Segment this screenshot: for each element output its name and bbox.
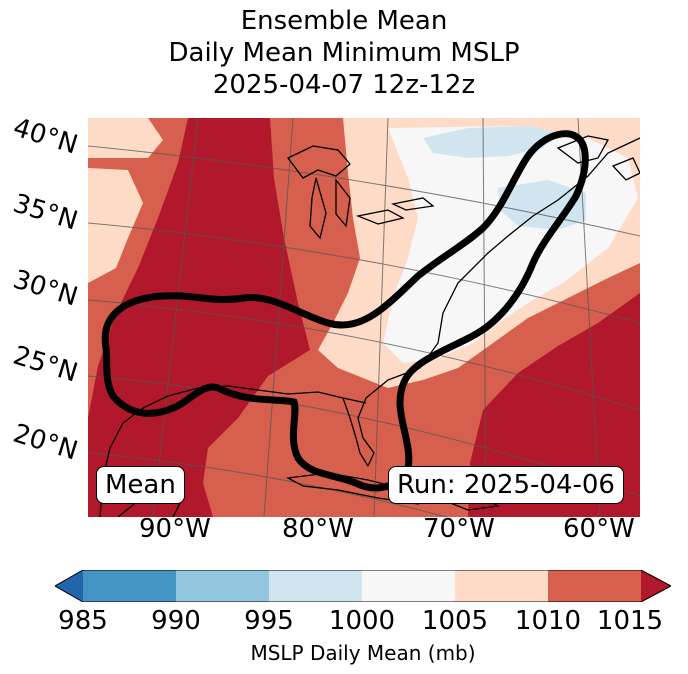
pressure-field-995-north xyxy=(423,126,558,158)
colorbar-bin-985-990 xyxy=(83,570,176,602)
lat-label-20: 20°N xyxy=(9,418,82,467)
lon-label-80w: 80°W xyxy=(282,514,354,544)
title-line-3: 2025-04-07 12z-12z xyxy=(212,70,476,100)
colorbar xyxy=(55,570,671,602)
colorbar-bin-995-1000 xyxy=(269,570,362,602)
colorbar-bin-1005-1010 xyxy=(455,570,548,602)
title-line-2: Daily Mean Minimum MSLP xyxy=(168,38,520,68)
pressure-field-1000 xyxy=(383,126,638,363)
lat-label-40: 40°N xyxy=(9,112,82,161)
title-line-1: Ensemble Mean xyxy=(240,6,448,36)
lon-label-70w: 70°W xyxy=(423,514,495,544)
colorbar-extend-low xyxy=(55,570,83,602)
colorbar-bin-990-995 xyxy=(176,570,269,602)
colorbar-bin-1010-1015 xyxy=(548,570,641,602)
lat-label-35: 35°N xyxy=(9,188,82,237)
map-panel: Mean Run: 2025-04-06 xyxy=(88,118,640,517)
mean-label-box: Mean xyxy=(96,466,185,504)
pressure-field-1015-west xyxy=(88,118,310,517)
colorbar-tick-990: 990 xyxy=(151,606,201,636)
pressure-field-1005-nw xyxy=(88,118,163,158)
lat-label-25: 25°N xyxy=(9,340,82,389)
lon-label-60w: 60°W xyxy=(563,514,635,544)
colorbar-tick-1015: 1015 xyxy=(596,606,664,636)
colorbar-tick-995: 995 xyxy=(244,606,294,636)
colorbar-label: MSLP Daily Mean (mb) xyxy=(250,641,476,665)
map-svg xyxy=(88,118,640,517)
lon-label-90w: 90°W xyxy=(139,514,211,544)
colorbar-extend-high xyxy=(641,570,671,602)
colorbar-tick-985: 985 xyxy=(58,606,108,636)
colorbar-tick-1010: 1010 xyxy=(514,606,582,636)
run-date-box: Run: 2025-04-06 xyxy=(388,466,624,504)
colorbar-tick-1005: 1005 xyxy=(421,606,489,636)
threshold-contour xyxy=(101,130,589,492)
lat-label-30: 30°N xyxy=(9,264,82,313)
colorbar-tick-1000: 1000 xyxy=(328,606,396,636)
colorbar-bin-1000-1005 xyxy=(362,570,455,602)
